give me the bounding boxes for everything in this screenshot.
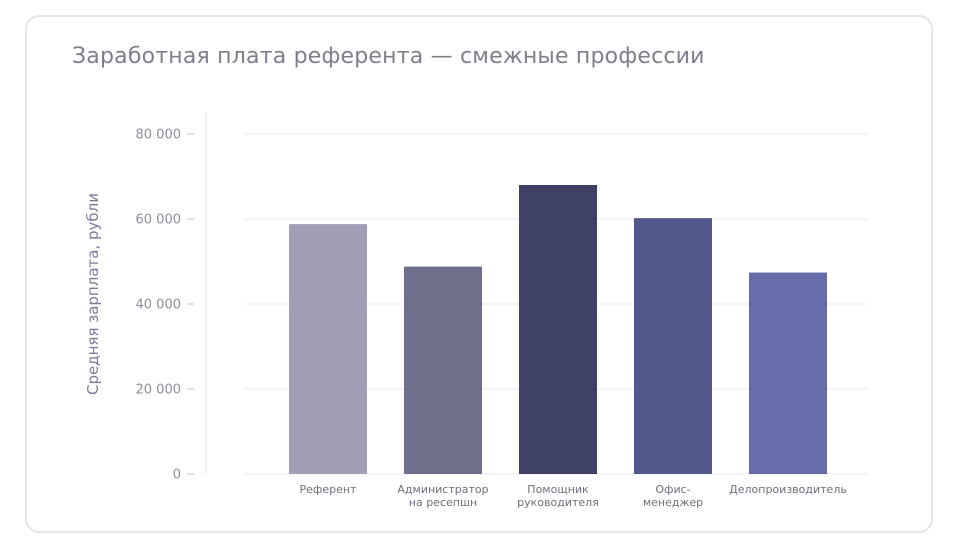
bar xyxy=(519,185,597,474)
y-axis-title: Средняя зарплата, рубли xyxy=(84,193,102,395)
y-tick-label: 80 000 xyxy=(136,128,182,143)
x-category-label: Администратор на ресепшн xyxy=(397,483,488,509)
bars xyxy=(289,185,827,474)
chart-title: Заработная плата референта — смежные про… xyxy=(72,44,705,69)
x-category-label: Референт xyxy=(300,483,358,496)
y-axis-ticks: 0 20 000 40 000 60 000 80 000 xyxy=(136,128,194,483)
y-tick-label: 40 000 xyxy=(136,298,182,313)
x-category-label: Офис-менеджер xyxy=(643,483,703,509)
y-tick-label: 0 xyxy=(173,468,181,483)
y-tick-label: 60 000 xyxy=(136,213,182,228)
bar xyxy=(404,266,482,474)
bar xyxy=(289,224,367,474)
y-tick-label: 20 000 xyxy=(136,383,182,398)
x-category-label: Делопроизводитель xyxy=(729,483,847,496)
bar xyxy=(634,218,712,474)
x-axis-labels: Референт Администратор на ресепшн Помощник р… xyxy=(300,483,847,509)
bar xyxy=(749,272,827,474)
x-category-label: Помощник руководителя xyxy=(517,483,599,509)
